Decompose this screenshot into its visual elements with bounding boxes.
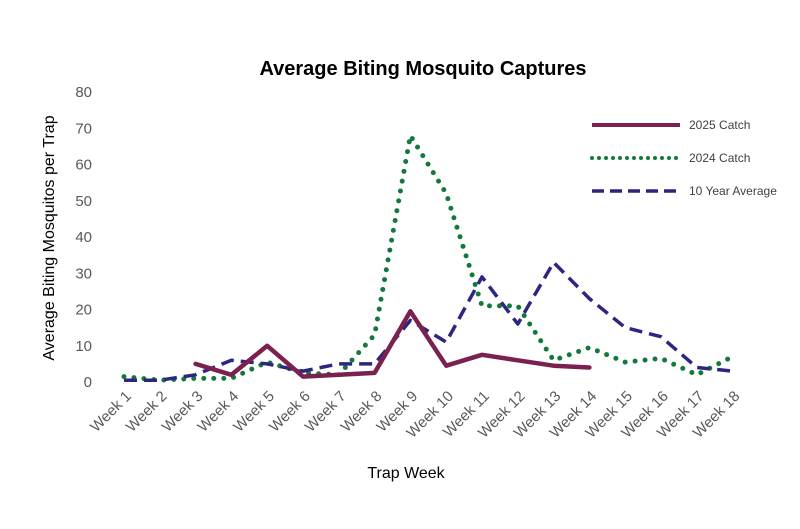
legend-label: 2025 Catch bbox=[689, 118, 750, 132]
series-line bbox=[124, 260, 733, 382]
y-axis-ticks: 0 10 20 30 40 50 60 70 80 bbox=[75, 84, 92, 391]
y-tick-label: 40 bbox=[75, 229, 92, 246]
y-tick-label: 10 bbox=[75, 338, 92, 355]
y-tick-label: 50 bbox=[75, 193, 92, 210]
series-line bbox=[121, 133, 736, 383]
legend-label: 10 Year Average bbox=[689, 184, 777, 198]
legend-label: 2024 Catch bbox=[689, 151, 750, 165]
series-line bbox=[193, 309, 592, 379]
y-tick-label: 60 bbox=[75, 157, 92, 174]
chart-title: Average Biting Mosquito Captures bbox=[259, 58, 586, 80]
y-tick-label: 70 bbox=[75, 120, 92, 137]
y-tick-label: 80 bbox=[75, 84, 92, 101]
y-tick-label: 0 bbox=[84, 374, 92, 391]
series-lines bbox=[121, 133, 736, 383]
y-axis-label: Average Biting Mosquitos per Trap bbox=[41, 115, 58, 360]
legend: 2025 Catch 2024 Catch 10 Year Average bbox=[590, 118, 777, 198]
x-axis-label: Trap Week bbox=[367, 465, 445, 482]
y-tick-label: 20 bbox=[75, 302, 92, 319]
y-tick-label: 30 bbox=[75, 265, 92, 282]
